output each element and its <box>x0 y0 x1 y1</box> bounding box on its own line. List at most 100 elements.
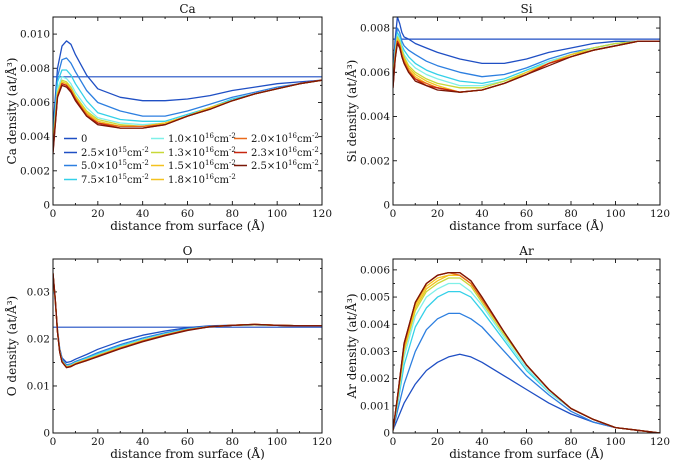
panel-title: Ar <box>518 244 534 258</box>
x-tick-label: 0 <box>390 208 397 220</box>
y-tick-label: 0 <box>43 200 50 212</box>
x-tick-label: 100 <box>267 436 287 448</box>
panel-si: Si 0 20 40 60 80 100 120 0 0.002 0.004 0.006 0.008 di… <box>344 2 670 233</box>
y-tick-label: 0.004 <box>20 131 50 143</box>
series-line <box>393 274 660 433</box>
series-line <box>53 274 322 367</box>
series-group <box>393 271 660 433</box>
panel-ca: Ca 0 20 40 60 80 100 120 0 0.002 0.004 0.006 0.008 0.… <box>4 2 332 233</box>
x-tick-label: 100 <box>605 208 625 220</box>
legend-label: 1.8×1016cm-2 <box>168 173 236 186</box>
y-tick-label: 0.006 <box>20 97 50 109</box>
y-axis-label: Ar density (at/Å³) <box>344 294 359 400</box>
x-axis-label: distance from surface (Å) <box>110 218 265 233</box>
y-tick-label: 0.010 <box>20 29 50 41</box>
y-axis-label: Ca density (at/Å³) <box>4 58 19 165</box>
x-tick-label: 80 <box>226 436 239 448</box>
x-tick-label: 100 <box>605 436 625 448</box>
legend-item: 0 <box>64 134 87 145</box>
legend-label: 2.0×1016cm-2 <box>251 132 319 145</box>
series-line <box>393 17 660 73</box>
x-tick-label: 0 <box>50 436 57 448</box>
legend-label: 7.5×1015cm-2 <box>81 173 149 186</box>
plot-frame <box>392 258 661 434</box>
x-tick-label: 120 <box>650 436 670 448</box>
legend-label: 2.3×1016cm-2 <box>251 146 319 159</box>
x-axis-label: distance from surface (Å) <box>449 218 604 233</box>
series-line <box>393 40 660 93</box>
x-tick-label: 20 <box>91 436 104 448</box>
x-tick-label: 20 <box>431 436 444 448</box>
x-tick-label: 80 <box>564 208 577 220</box>
series-line <box>393 312 660 433</box>
y-tick-label: 0.006 <box>360 264 390 276</box>
legend-item: 2.3×1016cm-2 <box>234 146 319 159</box>
legend-label: 1.3×1016cm-2 <box>168 146 236 159</box>
series-line <box>393 271 660 433</box>
series-line <box>53 272 322 368</box>
x-tick-label: 60 <box>181 436 194 448</box>
series-line <box>53 277 322 364</box>
y-tick-label: 0.005 <box>360 292 390 304</box>
series-line <box>393 31 660 85</box>
y-tick-label: 0.008 <box>20 63 50 75</box>
legend: 0 1.0×1016cm-2 2.0×1016cm-2 2.5×1015cm-2 1.3… <box>64 132 319 186</box>
x-tick-label: 0 <box>390 436 397 448</box>
y-tick-label: 0.002 <box>20 165 50 177</box>
y-tick-label: 0.002 <box>360 373 390 385</box>
y-tick-label: 0.001 <box>360 400 390 412</box>
series-group <box>53 40 322 155</box>
y-tick-label: 0.006 <box>360 67 390 79</box>
y-tick-label: 0 <box>383 200 390 212</box>
x-tick-label: 40 <box>136 208 149 220</box>
legend-label: 0 <box>81 134 87 145</box>
series-line <box>53 272 322 369</box>
x-tick-label: 120 <box>650 208 670 220</box>
y-axis-label: O density (at/Å³) <box>4 296 19 396</box>
panel-title: Si <box>520 2 532 16</box>
series-line <box>53 273 322 368</box>
plot-frame <box>392 16 661 206</box>
legend-label: 2.5×1016cm-2 <box>251 159 319 172</box>
x-tick-label: 40 <box>475 436 488 448</box>
x-tick-label: 60 <box>520 208 533 220</box>
series-line <box>53 272 322 369</box>
y-tick-label: 0.002 <box>360 155 390 167</box>
x-tick-label: 100 <box>267 208 287 220</box>
legend-item: 2.0×1016cm-2 <box>234 132 319 145</box>
x-tick-label: 0 <box>50 208 57 220</box>
x-axis-label: distance from surface (Å) <box>449 446 604 461</box>
plot-frame <box>52 258 323 434</box>
x-tick-label: 60 <box>520 436 533 448</box>
series-line <box>393 271 660 433</box>
series-line <box>53 273 322 368</box>
series-line <box>53 79 322 155</box>
series-line <box>53 40 322 129</box>
y-tick-label: 0.02 <box>27 333 50 345</box>
x-tick-label: 20 <box>91 208 104 220</box>
series-line <box>393 282 660 433</box>
legend-item: 1.5×1016cm-2 <box>151 159 236 172</box>
legend-label: 5.0×1015cm-2 <box>81 159 149 172</box>
legend-item: 1.3×1016cm-2 <box>151 146 236 159</box>
y-tick-label: 0.004 <box>360 319 390 331</box>
x-axis-label: distance from surface (Å) <box>110 446 265 461</box>
series-line <box>53 57 322 138</box>
legend-item: 2.5×1015cm-2 <box>64 146 149 159</box>
panel-ar: Ar 0 20 40 60 80 100 120 0 0.001 0.002 0.003 0.004 0.… <box>344 244 670 461</box>
series-line <box>393 38 660 93</box>
series-group <box>393 17 660 93</box>
legend-item: 1.0×1016cm-2 <box>151 132 236 145</box>
legend-label: 1.0×1016cm-2 <box>168 132 236 145</box>
series-line <box>53 273 322 368</box>
legend-label: 2.5×1015cm-2 <box>81 146 149 159</box>
panel-title: O <box>183 244 193 258</box>
y-tick-label: 0 <box>383 428 390 440</box>
plot-frame <box>52 16 323 206</box>
legend-item: 7.5×1015cm-2 <box>64 173 149 186</box>
panel-title: Ca <box>179 2 195 16</box>
legend-item: 1.8×1016cm-2 <box>151 173 236 186</box>
x-tick-label: 80 <box>226 208 239 220</box>
x-tick-label: 40 <box>136 436 149 448</box>
y-tick-label: 0.008 <box>360 23 390 35</box>
